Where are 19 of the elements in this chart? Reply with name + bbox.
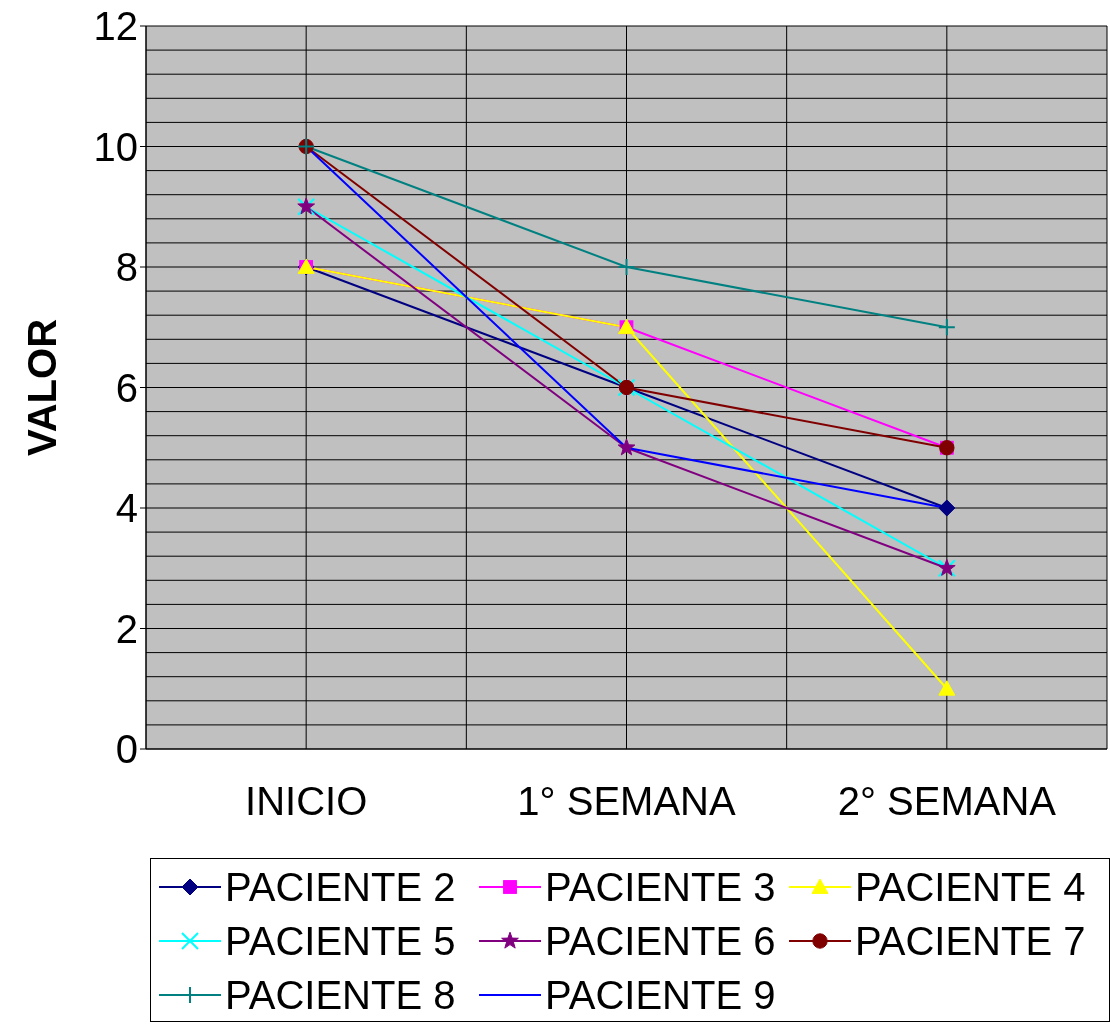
y-axis-title: VALOR xyxy=(20,318,65,457)
x-tick-label: INICIO xyxy=(245,779,368,824)
y-tick-label: 4 xyxy=(115,486,138,531)
legend-label: PACIENTE 8 xyxy=(225,972,456,1019)
y-tick-label: 8 xyxy=(115,245,138,290)
legend-label: PACIENTE 9 xyxy=(545,972,776,1019)
y-tick-label: 12 xyxy=(93,4,138,49)
legend-label: PACIENTE 6 xyxy=(545,918,776,965)
legend-label: PACIENTE 7 xyxy=(855,918,1086,965)
x-tick-label: 2° SEMANA xyxy=(837,779,1057,824)
y-tick-label: 2 xyxy=(115,606,138,651)
legend-label: PACIENTE 3 xyxy=(545,864,776,911)
legend-label: PACIENTE 5 xyxy=(225,918,456,965)
x-tick-label: 1° SEMANA xyxy=(517,779,736,824)
y-tick-label: 0 xyxy=(115,727,138,772)
y-tick-label: 10 xyxy=(93,124,138,169)
legend-label: PACIENTE 4 xyxy=(855,864,1086,911)
y-tick-label: 6 xyxy=(115,365,138,410)
legend-label: PACIENTE 2 xyxy=(225,864,456,911)
